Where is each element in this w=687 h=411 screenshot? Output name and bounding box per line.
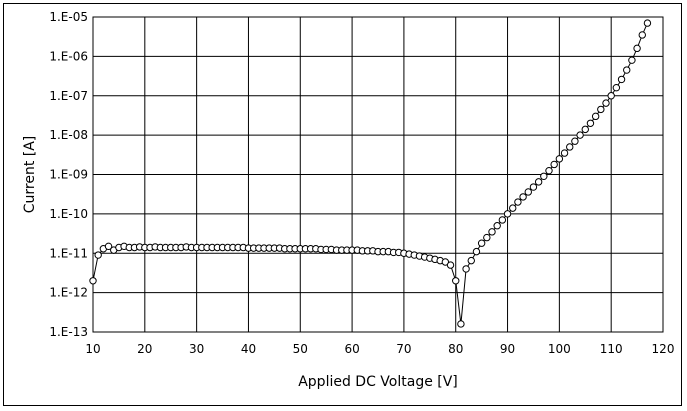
- data-point: [591, 112, 600, 121]
- data-point: [638, 31, 646, 39]
- y-tick-label: 1.E-12: [49, 286, 88, 300]
- data-point: [534, 178, 543, 186]
- data-point: [483, 233, 491, 242]
- data-point: [612, 84, 621, 92]
- data-point: [452, 277, 460, 285]
- x-tick-label: 80: [448, 342, 463, 356]
- data-point: [597, 105, 605, 114]
- x-tick-label: 20: [137, 342, 152, 356]
- data-point: [550, 160, 558, 169]
- y-tick-label: 1.E-07: [49, 89, 88, 103]
- data-point: [581, 125, 589, 134]
- data-point: [566, 143, 574, 151]
- data-point: [446, 261, 455, 269]
- data-point: [607, 92, 615, 100]
- x-tick-label: 10: [85, 342, 100, 356]
- data-point: [529, 183, 538, 191]
- y-axis-title: Current [A]: [22, 136, 38, 214]
- series-line: [92, 22, 648, 325]
- y-tick-label: 1.E-06: [49, 49, 88, 63]
- data-point: [545, 166, 553, 175]
- y-tick-label: 1.E-13: [49, 325, 88, 339]
- data-point: [498, 216, 507, 224]
- data-point: [602, 99, 610, 107]
- x-axis-title: Applied DC Voltage [V]: [298, 374, 458, 390]
- data-point: [628, 56, 636, 64]
- data-point: [509, 204, 517, 212]
- grid-lines: [92, 16, 664, 333]
- data-point: [623, 66, 631, 74]
- data-point: [540, 172, 548, 181]
- data-point: [89, 277, 97, 285]
- x-tick-label: 120: [652, 342, 675, 356]
- data-point: [94, 251, 102, 259]
- chart-frame: [3, 3, 682, 406]
- data-point: [477, 239, 486, 247]
- y-tick-label: 1.E-08: [49, 128, 88, 142]
- data-point: [493, 222, 501, 230]
- data-point: [472, 247, 481, 256]
- data-point: [524, 188, 532, 196]
- data-point: [586, 119, 595, 127]
- y-tick-label: 1.E-10: [49, 207, 88, 221]
- data-point: [467, 256, 475, 265]
- data-point: [643, 19, 652, 27]
- data-point: [519, 193, 527, 201]
- data-point: [514, 198, 522, 206]
- data-point: [457, 320, 465, 328]
- x-tick-label: 60: [344, 342, 359, 356]
- data-point: [503, 210, 512, 218]
- series-layer: [89, 19, 652, 328]
- tick-labels: 10 20 30 40 50 60 70 80 90 100 110 120 1.E-13 1.E-12 1…: [49, 10, 674, 356]
- x-tick-label: 90: [500, 342, 515, 356]
- y-tick-label: 1.E-11: [49, 246, 88, 260]
- data-point: [617, 75, 626, 84]
- data-point: [560, 149, 569, 157]
- x-tick-label: 110: [600, 342, 623, 356]
- x-tick-label: 40: [241, 342, 256, 356]
- y-tick-label: 1.E-09: [49, 168, 88, 182]
- x-tick-label: 100: [548, 342, 571, 356]
- data-point: [633, 44, 641, 53]
- x-tick-label: 70: [396, 342, 411, 356]
- x-tick-label: 50: [293, 342, 308, 356]
- data-point: [571, 137, 579, 145]
- data-point: [462, 265, 470, 273]
- data-point: [488, 228, 496, 236]
- data-point: [576, 131, 584, 139]
- data-point: [555, 155, 564, 163]
- plot-area: [92, 16, 664, 333]
- x-tick-label: 30: [189, 342, 204, 356]
- y-tick-label: 1.E-05: [49, 10, 88, 24]
- data-point: [104, 242, 113, 251]
